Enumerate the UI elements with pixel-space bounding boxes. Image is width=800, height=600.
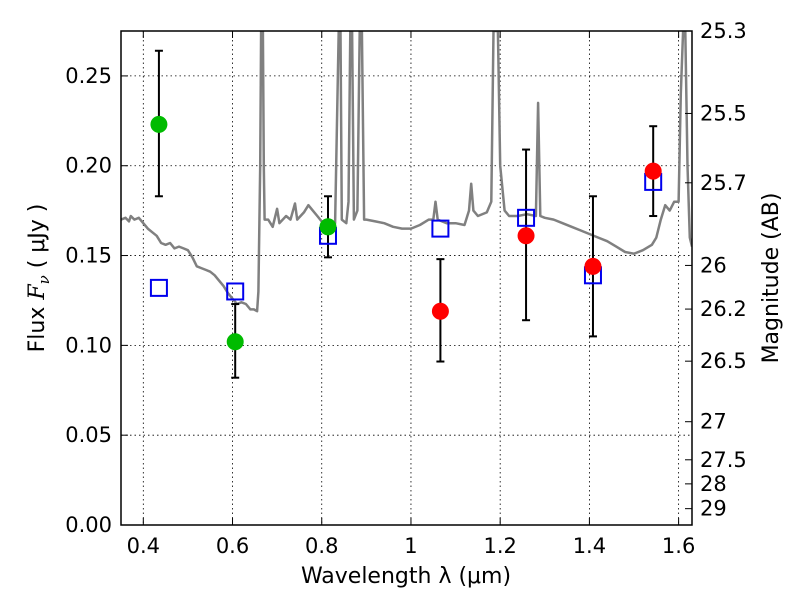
right-tick-label: 29 (700, 497, 727, 521)
observed-point (644, 162, 662, 180)
right-tick-label: 26.5 (700, 349, 747, 373)
y-tick-label: 0.10 (65, 333, 112, 357)
data-markers (149, 115, 663, 351)
right-tick-label: 28 (700, 472, 727, 496)
observed-point (319, 218, 337, 236)
y-axis-title-left: Flux Fν ( μJy ) (25, 204, 53, 353)
x-tick-label: 0.6 (216, 534, 249, 558)
y-axis-title-right: Magnitude (AB) (759, 193, 784, 364)
x-axis-title: Wavelength λ (μm) (301, 564, 511, 589)
y-tick-label: 0.20 (65, 154, 112, 178)
y-axis-title-unit: ( μJy ) (25, 204, 50, 276)
error-bars (154, 49, 658, 379)
observed-point (431, 302, 449, 320)
grid-lines (121, 31, 692, 526)
y-axis-title-subscript: ν (35, 275, 53, 284)
y-tick-label: 0.00 (65, 513, 112, 537)
y-tick-label: 0.15 (65, 244, 112, 268)
right-tick-label: 26 (700, 253, 727, 277)
model-square-point (149, 278, 168, 297)
right-tick-label: 25.3 (700, 19, 747, 43)
right-tick-label: 25.7 (700, 171, 747, 195)
x-tick-label: 1.2 (483, 534, 516, 558)
y-tick-label: 0.25 (65, 64, 112, 88)
observed-point (584, 257, 602, 275)
x-tick-label: 1.6 (662, 534, 695, 558)
spectrum-line (121, 31, 692, 313)
model-square-point (431, 219, 450, 238)
x-tick-label: 0.8 (305, 534, 338, 558)
right-tick-label: 27 (700, 410, 727, 434)
x-tick-label: 1 (404, 534, 417, 558)
model-square-point (517, 208, 536, 227)
y-axis-title-prefix: Flux (25, 300, 50, 353)
plot-frame (120, 30, 693, 526)
model-square-point (226, 282, 245, 301)
axis-ticks: 0.4 0.6 0.8 1 1.2 1.4 1.6 0.00 0.05 0.10 0.15 0.20 0… (65, 19, 747, 558)
y-axis-title-symbol: F (25, 284, 50, 301)
right-tick-label: 26.2 (700, 297, 747, 321)
observed-point (226, 333, 244, 351)
model-spectrum (121, 31, 692, 313)
right-tick-label: 27.5 (700, 448, 747, 472)
right-tick-label: 25.5 (700, 101, 747, 125)
observed-point (517, 227, 535, 245)
y-tick-label: 0.05 (65, 423, 112, 447)
x-tick-label: 0.4 (127, 534, 160, 558)
observed-point (150, 115, 168, 133)
x-tick-label: 1.4 (573, 534, 606, 558)
